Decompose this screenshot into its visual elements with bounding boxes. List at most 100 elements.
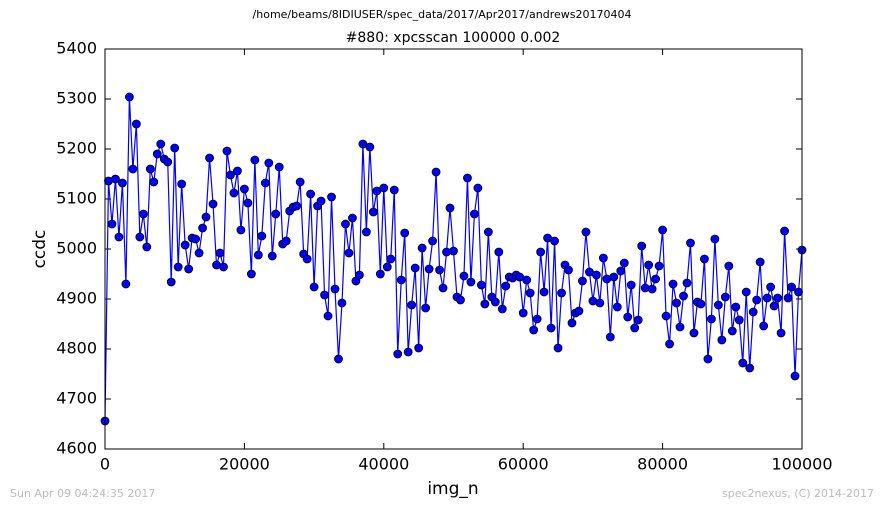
data-point: [787, 282, 796, 292]
data-point: [114, 232, 124, 242]
series-line: [104, 96, 803, 422]
data-point: [166, 277, 176, 287]
data-point: [400, 228, 410, 238]
data-point: [741, 287, 751, 297]
data-point: [755, 257, 765, 267]
data-point: [435, 265, 444, 275]
data-point: [327, 192, 336, 202]
data-point: [532, 314, 542, 324]
data-point: [665, 339, 674, 349]
data-point: [156, 139, 166, 149]
data-point: [490, 297, 500, 307]
x-tick-label: 40000: [358, 455, 409, 474]
data-point: [135, 232, 145, 242]
data-point: [295, 177, 305, 187]
y-tick-label: 5300: [56, 89, 97, 108]
data-point: [682, 278, 692, 288]
x-tick-label: 100000: [771, 455, 832, 474]
plot-frame: [104, 48, 803, 450]
data-point: [619, 258, 629, 268]
data-point: [250, 155, 260, 165]
data-point: [222, 146, 232, 156]
data-point: [393, 349, 403, 359]
data-point: [609, 272, 619, 282]
data-point: [633, 315, 643, 325]
data-point: [145, 164, 155, 174]
data-point: [567, 318, 577, 328]
data-point: [752, 295, 762, 305]
data-point: [177, 179, 187, 189]
data-point: [365, 142, 375, 152]
data-point: [239, 184, 249, 194]
data-point: [616, 266, 626, 276]
data-point: [605, 332, 615, 342]
data-point: [703, 354, 713, 364]
data-point: [550, 236, 559, 246]
footer-right: spec2nexus, (C) 2014-2017: [722, 487, 874, 500]
x-tick-label: 20000: [219, 455, 270, 474]
data-point: [623, 312, 633, 322]
data-point: [396, 275, 406, 285]
data-point: [292, 201, 302, 211]
data-point: [271, 209, 281, 219]
data-point: [355, 270, 364, 280]
data-point: [717, 335, 727, 345]
data-point: [320, 290, 329, 300]
y-axis-label: ccdc: [30, 230, 50, 269]
data-point: [706, 314, 716, 324]
data-point: [229, 188, 239, 198]
data-point: [236, 225, 246, 235]
data-point: [745, 363, 755, 373]
data-point: [403, 347, 413, 357]
data-point: [149, 177, 159, 187]
data-point: [679, 291, 688, 301]
data-point: [539, 287, 549, 297]
data-point: [243, 198, 253, 208]
data-point: [233, 166, 242, 176]
data-point: [445, 203, 455, 213]
data-point: [720, 292, 730, 302]
data-point: [215, 248, 225, 258]
data-point: [138, 209, 148, 219]
data-point: [163, 157, 173, 167]
data-point: [379, 183, 389, 193]
data-point: [598, 253, 608, 263]
data-point: [525, 288, 535, 298]
data-point: [107, 219, 117, 229]
data-point: [334, 354, 343, 364]
data-point: [226, 170, 235, 180]
data-point: [518, 308, 528, 318]
data-point: [724, 261, 734, 271]
data-point: [170, 143, 180, 153]
data-point: [302, 254, 312, 264]
data-point: [689, 328, 699, 338]
data-point: [198, 223, 207, 233]
data-point: [790, 371, 800, 381]
data-point: [553, 343, 563, 353]
data-point: [124, 92, 134, 102]
data-point: [769, 301, 779, 311]
x-axis-label: img_n: [427, 479, 478, 499]
y-tick-label: 4600: [56, 439, 97, 458]
data-point: [536, 247, 546, 257]
data-point: [128, 164, 138, 174]
x-tick-label: 0: [100, 455, 110, 474]
data-point: [449, 246, 458, 256]
data-point: [323, 311, 333, 321]
data-point: [421, 303, 431, 313]
data-point: [773, 293, 783, 303]
data-point: [344, 248, 354, 258]
data-point: [626, 280, 636, 290]
data-point: [281, 236, 291, 246]
data-point: [675, 322, 685, 332]
data-point: [470, 209, 479, 219]
data-point: [260, 178, 270, 188]
data-point: [651, 274, 661, 284]
data-point: [257, 231, 267, 241]
data-point: [497, 304, 507, 314]
data-point: [522, 275, 532, 285]
data-point: [361, 227, 371, 237]
data-point: [456, 295, 465, 305]
data-point: [776, 328, 786, 338]
